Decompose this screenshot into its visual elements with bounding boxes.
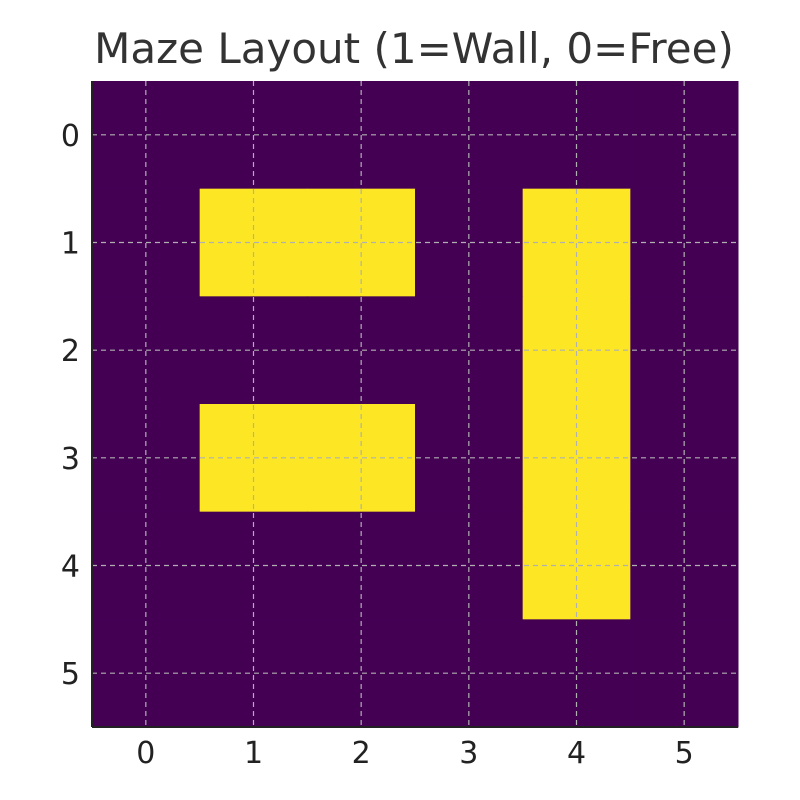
- maze-cell-r3-c4: [522, 404, 631, 513]
- maze-cell-r5-c4: [522, 619, 631, 728]
- maze-cell-r1-c3: [415, 188, 524, 297]
- maze-cell-r3-c2: [307, 404, 416, 513]
- x-tick-label-1: 1: [244, 736, 263, 771]
- maze-cell-r1-c5: [630, 188, 739, 297]
- maze-cell-r2-c2: [307, 296, 416, 405]
- maze-cell-r4-c2: [307, 511, 416, 620]
- maze-cell-r4-c1: [199, 511, 308, 620]
- chart-title: Maze Layout (1=Wall, 0=Free): [94, 24, 734, 73]
- maze-cell-r4-c3: [415, 511, 524, 620]
- maze-cell-r5-c3: [415, 619, 524, 728]
- x-tick-label-0: 0: [136, 736, 155, 771]
- maze-cell-r2-c3: [415, 296, 524, 405]
- maze-cell-r1-c4: [522, 188, 631, 297]
- maze-cell-r3-c1: [199, 404, 308, 513]
- x-tick-label-3: 3: [459, 736, 478, 771]
- maze-cell-r2-c1: [199, 296, 308, 405]
- maze-cell-r1-c2: [307, 188, 416, 297]
- maze-cell-r3-c5: [630, 404, 739, 513]
- x-axis-ticks: 0 1 2 3 4 5: [136, 736, 693, 771]
- maze-cell-r4-c4: [522, 511, 631, 620]
- heatmap-cells: [92, 81, 739, 728]
- maze-cell-r4-c5: [630, 511, 739, 620]
- maze-cell-r5-c2: [307, 619, 416, 728]
- maze-cell-r2-c4: [522, 296, 631, 405]
- y-tick-label-5: 5: [61, 657, 80, 692]
- maze-cell-r5-c1: [199, 619, 308, 728]
- axes: [91, 81, 738, 728]
- y-axis-ticks: 0 1 2 3 4 5: [61, 119, 80, 692]
- x-tick-label-5: 5: [675, 736, 694, 771]
- maze-cell-r1-c1: [199, 188, 308, 297]
- maze-cell-r3-c3: [415, 404, 524, 513]
- x-tick-label-2: 2: [352, 736, 371, 771]
- x-tick-label-4: 4: [567, 736, 586, 771]
- maze-cell-r5-c5: [630, 619, 739, 728]
- y-tick-label-0: 0: [61, 119, 80, 154]
- y-tick-label-2: 2: [61, 334, 80, 369]
- y-tick-label-1: 1: [61, 227, 80, 262]
- maze-cell-r2-c5: [630, 296, 739, 405]
- y-tick-label-4: 4: [61, 550, 80, 585]
- y-tick-label-3: 3: [61, 442, 80, 477]
